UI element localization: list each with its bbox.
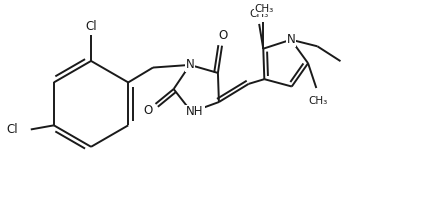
Text: CH₃: CH₃ [254,4,274,14]
Text: O: O [218,29,227,42]
Text: N: N [186,58,194,71]
Text: NH: NH [186,105,204,119]
Text: CH₃: CH₃ [250,9,269,19]
Text: O: O [143,104,153,117]
Text: CH₃: CH₃ [308,96,328,106]
Text: Cl: Cl [85,20,97,33]
Text: Cl: Cl [7,123,18,136]
Text: N: N [286,33,295,46]
